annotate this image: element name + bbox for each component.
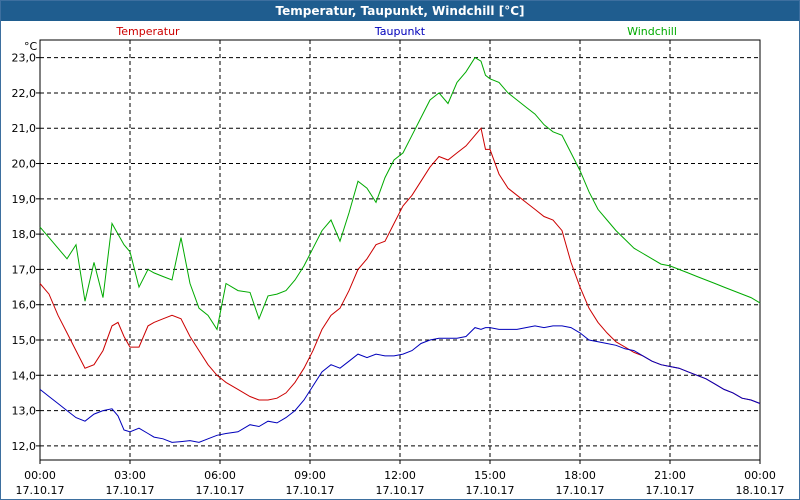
legend-entry-windchill: Windchill — [627, 25, 677, 38]
x-tick-date: 17.10.17 — [376, 484, 425, 497]
x-tick-time: 18:00 — [564, 469, 596, 482]
x-tick-time: 21:00 — [654, 469, 686, 482]
y-tick-label: 15,0 — [12, 334, 37, 347]
y-tick-label: 19,0 — [12, 193, 37, 206]
series-line-temperatur — [39, 127, 761, 404]
x-tick-date: 17.10.17 — [16, 484, 65, 497]
series-lines — [39, 56, 761, 443]
x-axis: 00:00 17.10.17 03:00 17.10.17 06:00 17.10.17 0… — [16, 460, 785, 497]
y-tick-label: 23,0 — [12, 52, 37, 65]
x-tick-time: 00:00 — [24, 469, 56, 482]
series-line-windchill — [39, 56, 761, 331]
y-tick-label: 17,0 — [12, 263, 37, 276]
legend-entry-temperatur: Temperatur — [115, 25, 180, 38]
x-tick-date: 17.10.17 — [286, 484, 335, 497]
x-tick-time: 00:00 — [744, 469, 776, 482]
series-line-taupunkt — [39, 325, 761, 443]
legend-entry-taupunkt: Taupunkt — [374, 25, 426, 38]
y-tick-label: 12,0 — [12, 440, 37, 453]
y-tick-label: 16,0 — [12, 299, 37, 312]
y-tick-label: 22,0 — [12, 87, 37, 100]
x-tick-date: 17.10.17 — [106, 484, 155, 497]
x-tick-date: 17.10.17 — [466, 484, 515, 497]
x-tick-date: 17.10.17 — [196, 484, 245, 497]
y-axis: 23,0 22,0 21,0 20,0 19,0 18,0 17,0 16,0 15,0 14,0… — [12, 52, 40, 453]
y-tick-label: 14,0 — [12, 369, 37, 382]
chart-title: Temperatur, Taupunkt, Windchill [°C] — [1, 1, 799, 21]
legend: Temperatur Taupunkt Windchill — [115, 25, 677, 38]
y-unit-label: °C — [24, 40, 38, 53]
y-tick-label: 13,0 — [12, 405, 37, 418]
grid — [40, 40, 760, 460]
x-tick-time: 09:00 — [294, 469, 326, 482]
x-tick-date: 17.10.17 — [556, 484, 605, 497]
y-tick-label: 21,0 — [12, 122, 37, 135]
x-tick-time: 03:00 — [114, 469, 146, 482]
x-tick-time: 12:00 — [384, 469, 416, 482]
y-tick-label: 18,0 — [12, 228, 37, 241]
x-tick-time: 15:00 — [474, 469, 506, 482]
y-tick-label: 20,0 — [12, 158, 37, 171]
x-tick-date: 18.10.17 — [736, 484, 785, 497]
x-tick-time: 06:00 — [204, 469, 236, 482]
x-tick-date: 17.10.17 — [646, 484, 695, 497]
